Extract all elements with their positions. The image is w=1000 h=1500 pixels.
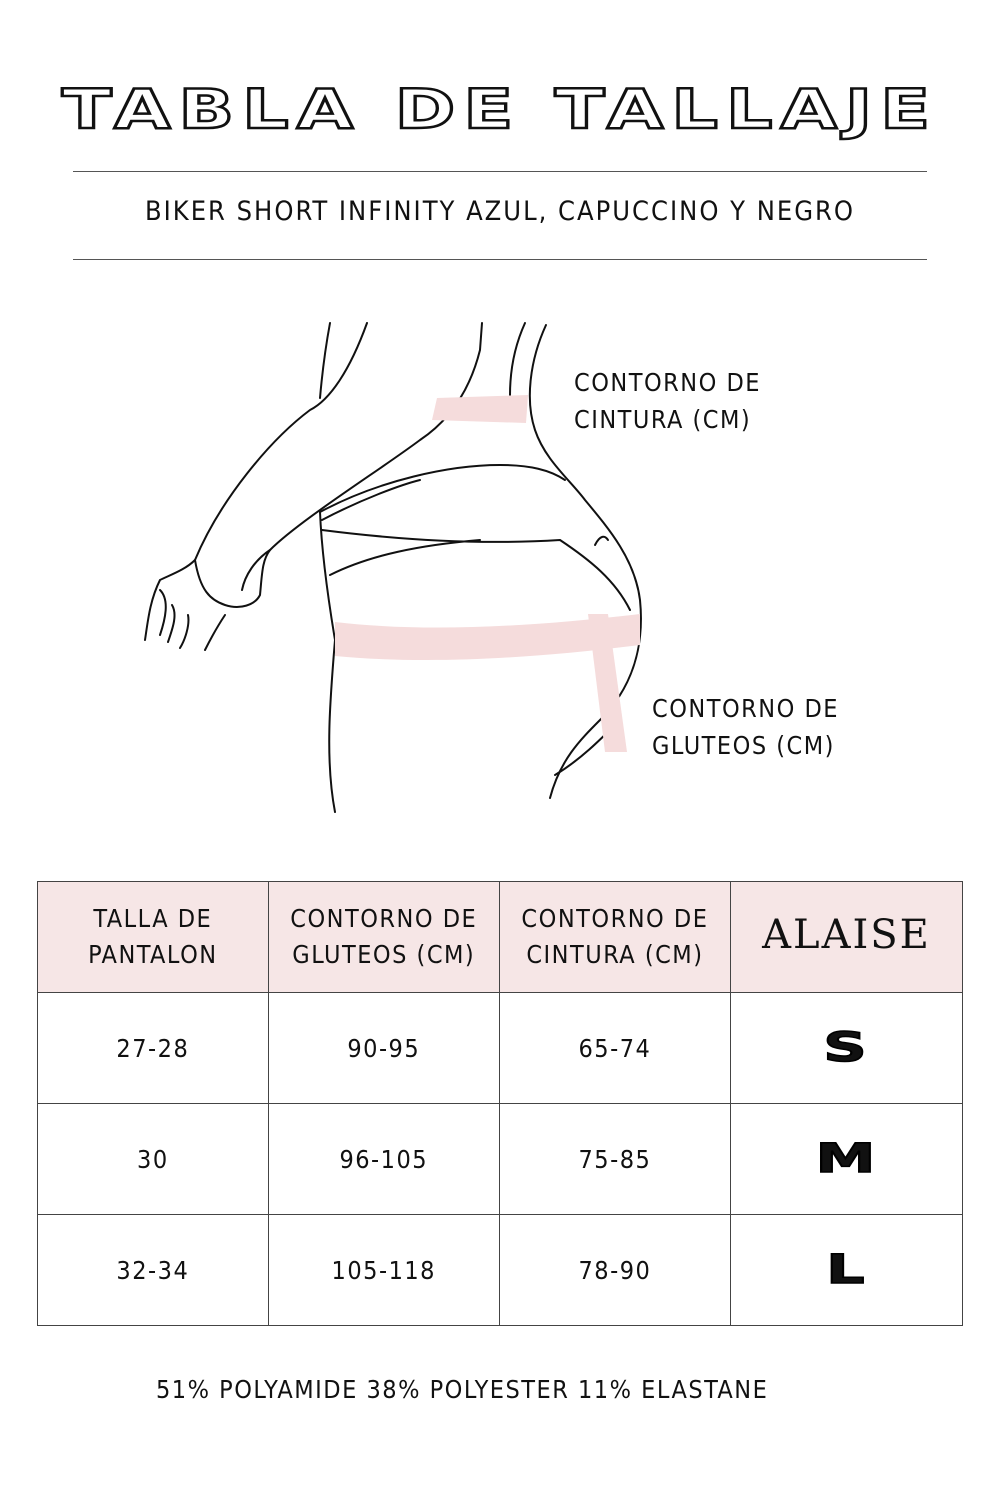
waist-label-line2: CINTURA (CM)	[574, 405, 752, 434]
cell-pant: 32-34	[37, 1214, 269, 1326]
hip-label-line2: GLUTEOS (CM)	[652, 731, 835, 760]
waist-label-line1: CONTORNO DE	[574, 368, 761, 397]
table-row: 27-28 90-95 65-74 S	[37, 992, 963, 1104]
hip-label-line1: CONTORNO DE	[652, 694, 839, 723]
divider-top	[73, 171, 927, 172]
cell-waist: 78-90	[498, 1214, 732, 1326]
hip-label: CONTORNO DE GLUTEOS (CM)	[652, 690, 839, 764]
cell-hip: 105-118	[267, 1214, 500, 1326]
cell-hip: 96-105	[267, 1103, 500, 1215]
cell-waist: 75-85	[498, 1103, 732, 1215]
cell-size: L	[730, 1214, 963, 1326]
cell-size: M	[730, 1103, 963, 1215]
cell-pant: 27-28	[37, 992, 269, 1104]
page-title: TABLA DE TALLAJE	[60, 77, 939, 143]
body-measurement-illustration	[144, 322, 642, 813]
waist-band	[432, 395, 528, 423]
header-pant-size: TALLA DE PANTALON	[37, 881, 269, 993]
cell-size: S	[730, 992, 963, 1104]
hip-band	[335, 614, 640, 661]
cell-hip: 90-95	[267, 992, 500, 1104]
cell-waist: 65-74	[498, 992, 732, 1104]
table-header-row: TALLA DE PANTALON CONTORNO DE GLUTEOS (CM)…	[37, 881, 963, 993]
hip-band-tail	[588, 614, 627, 752]
fabric-composition: 51% POLYAMIDE 38% POLYESTER 11% ELASTANE	[156, 1375, 769, 1404]
header-waist: CONTORNO DE CINTURA (CM)	[498, 881, 732, 993]
cell-pant: 30	[37, 1103, 269, 1215]
product-subtitle: BIKER SHORT INFINITY AZUL, CAPUCCINO Y N…	[144, 196, 856, 227]
size-table: TALLA DE PANTALON CONTORNO DE GLUTEOS (CM)…	[37, 881, 963, 1326]
header-hip: CONTORNO DE GLUTEOS (CM)	[267, 881, 500, 993]
brand-logo: ALAISE	[730, 881, 963, 993]
table-row: 32-34 105-118 78-90 L	[37, 1214, 963, 1326]
waist-label: CONTORNO DE CINTURA (CM)	[574, 364, 761, 438]
divider-bottom	[73, 259, 927, 260]
table-row: 30 96-105 75-85 M	[37, 1103, 963, 1215]
